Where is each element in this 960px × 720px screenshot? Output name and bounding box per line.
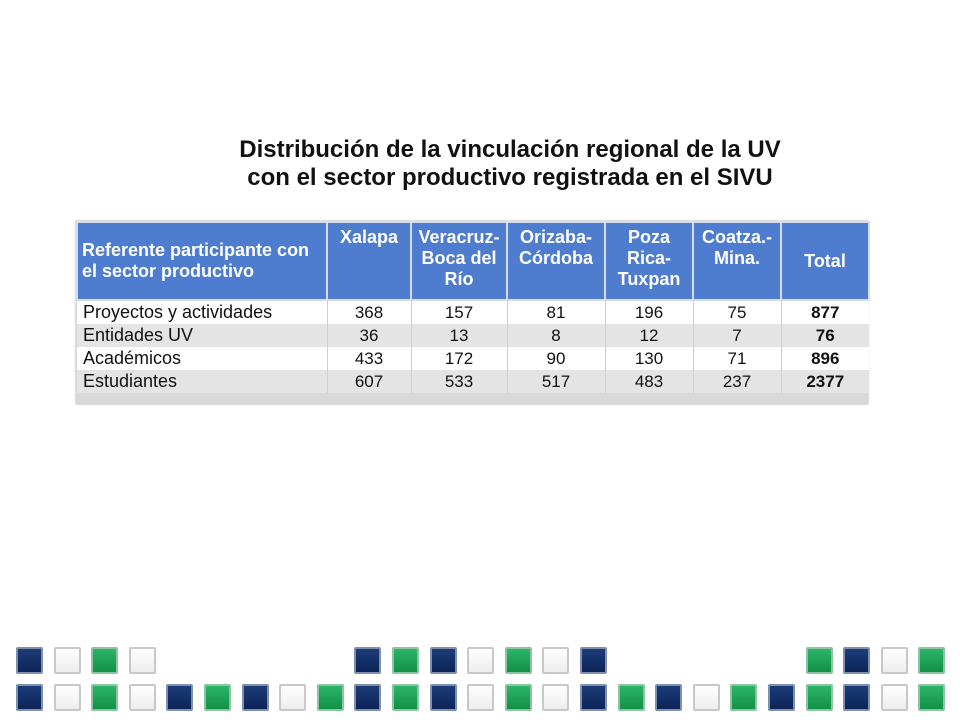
- cell-value: 237: [692, 370, 781, 393]
- data-table: Referente participante con el sector pro…: [76, 221, 870, 393]
- decor-square: [805, 647, 833, 674]
- decor-square: [241, 684, 269, 711]
- decor-square: [542, 684, 570, 711]
- header-poza-rica: Poza Rica-Tuxpan: [604, 221, 694, 301]
- decor-square: [918, 647, 946, 674]
- decor-square: [580, 647, 607, 674]
- decor-square: [730, 684, 758, 711]
- header-orizaba: Orizaba-Córdoba: [506, 221, 606, 301]
- decor-square: [768, 684, 795, 711]
- cell-value: 517: [506, 370, 605, 393]
- table-row: Estudiantes 607 533 517 483 237 2377: [77, 370, 869, 393]
- header-xalapa: Xalapa: [326, 221, 412, 301]
- cell-value: 130: [604, 347, 693, 370]
- decor-square: [617, 684, 645, 711]
- row-label: Académicos: [77, 347, 327, 370]
- title-line-1: Distribución de la vinculación regional …: [239, 136, 781, 163]
- cell-value: 368: [326, 300, 411, 324]
- decor-square: [392, 684, 419, 711]
- decor-square: [166, 684, 194, 711]
- decor-square: [843, 684, 871, 711]
- cell-total: 76: [780, 324, 869, 347]
- cell-total: 877: [780, 300, 869, 324]
- decor-square: [279, 684, 307, 711]
- decor-square: [16, 647, 43, 674]
- cell-value: 196: [604, 300, 693, 324]
- row-label: Proyectos y actividades: [77, 300, 327, 324]
- decor-square: [843, 647, 871, 674]
- cell-value: 483: [604, 370, 693, 393]
- decor-square: [354, 647, 382, 674]
- decor-square: [655, 684, 683, 711]
- header-total: Total: [780, 221, 870, 301]
- decor-square: [918, 684, 946, 711]
- decor-square: [53, 647, 81, 674]
- decor-square: [204, 684, 231, 711]
- row-label: Entidades UV: [77, 324, 327, 347]
- decor-square: [91, 647, 119, 674]
- title-line-2: con el sector productivo registrada en e…: [247, 164, 773, 191]
- decor-square: [429, 684, 457, 711]
- table-row: Académicos 433 172 90 130 71 896: [77, 347, 869, 370]
- cell-value: 36: [326, 324, 411, 347]
- decor-square: [580, 684, 607, 711]
- decor-square: [880, 684, 908, 711]
- header-veracruz: Veracruz-Boca del Río: [410, 221, 508, 301]
- decor-square: [354, 684, 382, 711]
- cell-value: 71: [692, 347, 781, 370]
- decor-square: [16, 684, 43, 711]
- cell-total: 2377: [780, 370, 869, 393]
- decor-square: [392, 647, 419, 674]
- decor-square: [805, 684, 833, 711]
- cell-value: 607: [326, 370, 411, 393]
- cell-value: 12: [604, 324, 693, 347]
- table-row: Entidades UV 36 13 8 12 7 76: [77, 324, 869, 347]
- decor-square: [880, 647, 908, 674]
- cell-value: 75: [692, 300, 781, 324]
- data-table-container: Referente participante con el sector pro…: [76, 221, 870, 404]
- decor-square: [91, 684, 119, 711]
- header-coatza: Coatza.-Mina.: [692, 221, 782, 301]
- decor-square: [467, 647, 495, 674]
- table-header-row: Referente participante con el sector pro…: [76, 221, 870, 301]
- cell-value: 7: [692, 324, 781, 347]
- decor-square: [467, 684, 495, 711]
- cell-value: 433: [326, 347, 411, 370]
- decor-square: [692, 684, 720, 711]
- cell-value: 533: [410, 370, 507, 393]
- cell-value: 172: [410, 347, 507, 370]
- cell-value: 13: [410, 324, 507, 347]
- cell-value: 157: [410, 300, 507, 324]
- decor-square: [542, 647, 570, 674]
- decor-square: [504, 684, 532, 711]
- page-title: Distribución de la vinculación regional …: [160, 136, 860, 192]
- decor-square: [53, 684, 81, 711]
- cell-value: 90: [506, 347, 605, 370]
- table-row: Proyectos y actividades 368 157 81 196 7…: [77, 300, 869, 324]
- row-label: Estudiantes: [77, 370, 327, 393]
- decor-square: [128, 647, 156, 674]
- header-referente: Referente participante con el sector pro…: [76, 221, 328, 301]
- decor-square: [128, 684, 156, 711]
- cell-total: 896: [780, 347, 869, 370]
- decor-square: [429, 647, 457, 674]
- decor-square: [316, 684, 344, 711]
- decor-square: [504, 647, 532, 674]
- cell-value: 81: [506, 300, 605, 324]
- cell-value: 8: [506, 324, 605, 347]
